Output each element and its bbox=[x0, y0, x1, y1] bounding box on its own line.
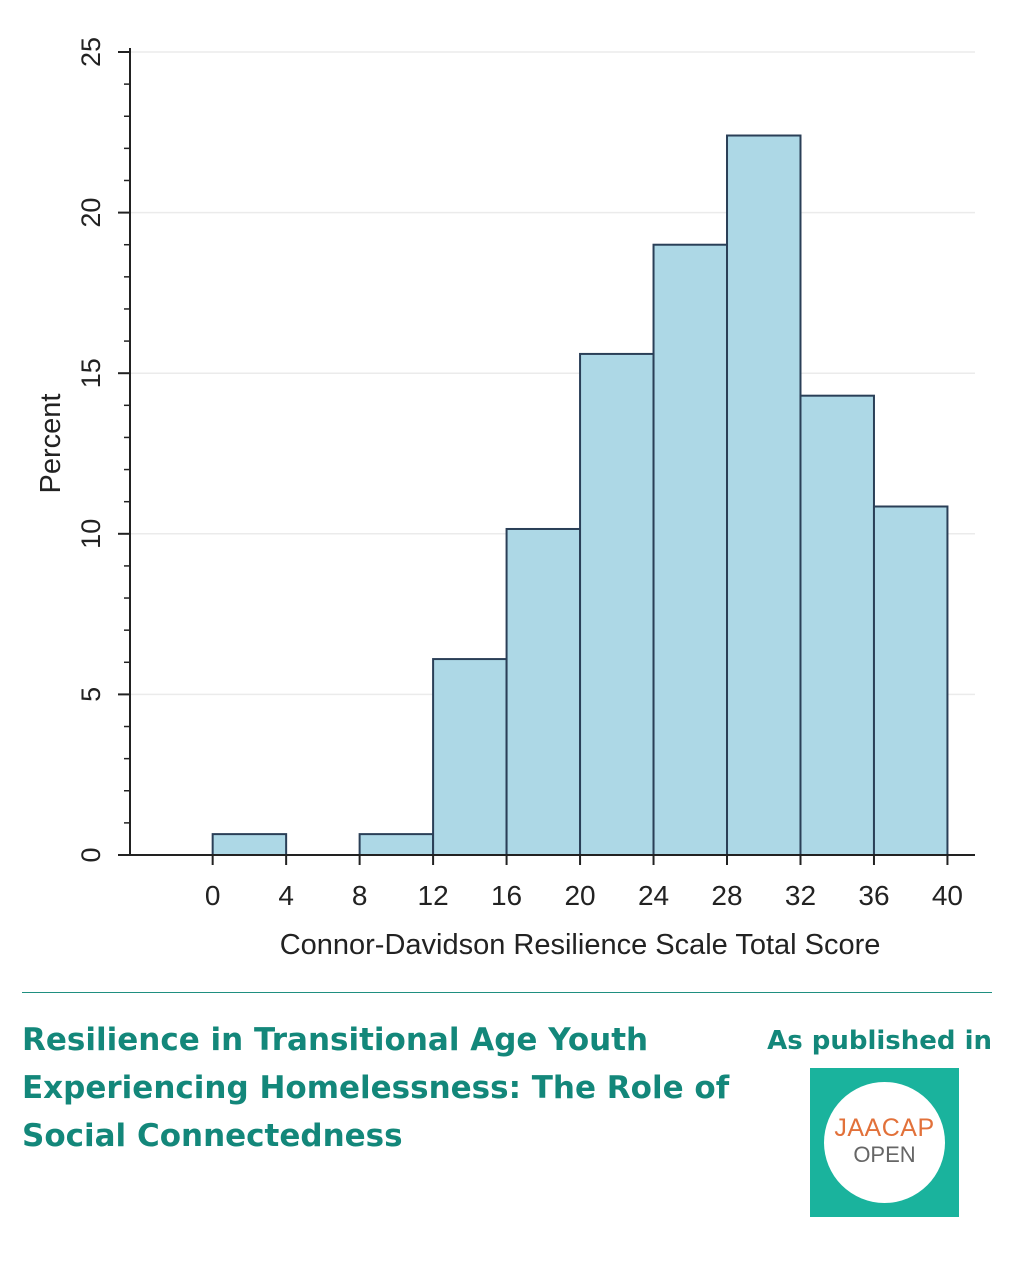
x-tick-label-24: 24 bbox=[638, 880, 669, 911]
x-tick-label-12: 12 bbox=[418, 880, 449, 911]
x-tick-label-36: 36 bbox=[858, 880, 889, 911]
axes bbox=[118, 48, 975, 865]
logo-text-jaacap: JAACAP bbox=[834, 1114, 935, 1142]
divider bbox=[22, 992, 992, 993]
x-tick-label-28: 28 bbox=[711, 880, 742, 911]
bar-32-36 bbox=[799, 394, 875, 856]
bar-8-12 bbox=[358, 833, 435, 857]
y-tick-label-15: 15 bbox=[76, 358, 106, 388]
jaacap-open-logo[interactable]: JAACAP OPEN bbox=[810, 1068, 959, 1217]
bar-12-16 bbox=[432, 658, 508, 856]
bar-36-40 bbox=[872, 505, 949, 856]
y-tick-label-10: 10 bbox=[76, 519, 106, 549]
x-tick-label-40: 40 bbox=[932, 880, 963, 911]
bar-24-28 bbox=[652, 243, 729, 857]
x-tick-label-16: 16 bbox=[491, 880, 522, 911]
published-label: As published in bbox=[767, 1026, 992, 1056]
y-axis-title: Percent bbox=[35, 394, 67, 494]
x-tick-label-32: 32 bbox=[785, 880, 816, 911]
histogram-chart: 0 5 10 15 20 25 0 4 8 12 16 20 24 28 32 36 40 Connor-Davi… bbox=[35, 37, 975, 961]
y-tick-label-25: 25 bbox=[76, 37, 106, 67]
bar-28-32 bbox=[726, 134, 802, 856]
bar-0-4 bbox=[211, 833, 288, 857]
y-tick-label-20: 20 bbox=[76, 198, 106, 228]
x-tick-label-0: 0 bbox=[205, 880, 221, 911]
bars bbox=[211, 134, 949, 857]
article-title[interactable]: Resilience in Transitional Age Youth Exp… bbox=[22, 1022, 730, 1154]
x-tick-label-4: 4 bbox=[278, 880, 294, 911]
x-tick-label-20: 20 bbox=[564, 880, 595, 911]
x-axis-title: Connor-Davidson Resilience Scale Total S… bbox=[280, 929, 881, 961]
axis-labels: 0 5 10 15 20 25 0 4 8 12 16 20 24 28 32 36 40 Connor-Davi… bbox=[35, 37, 963, 961]
y-tick-label-5: 5 bbox=[76, 687, 106, 702]
logo-circle: JAACAP OPEN bbox=[824, 1082, 945, 1203]
y-tick-label-0: 0 bbox=[76, 847, 106, 862]
bar-20-24 bbox=[579, 352, 655, 856]
x-tick-label-8: 8 bbox=[352, 880, 368, 911]
bar-16-20 bbox=[505, 527, 582, 856]
logo-text-open: OPEN bbox=[853, 1142, 916, 1167]
